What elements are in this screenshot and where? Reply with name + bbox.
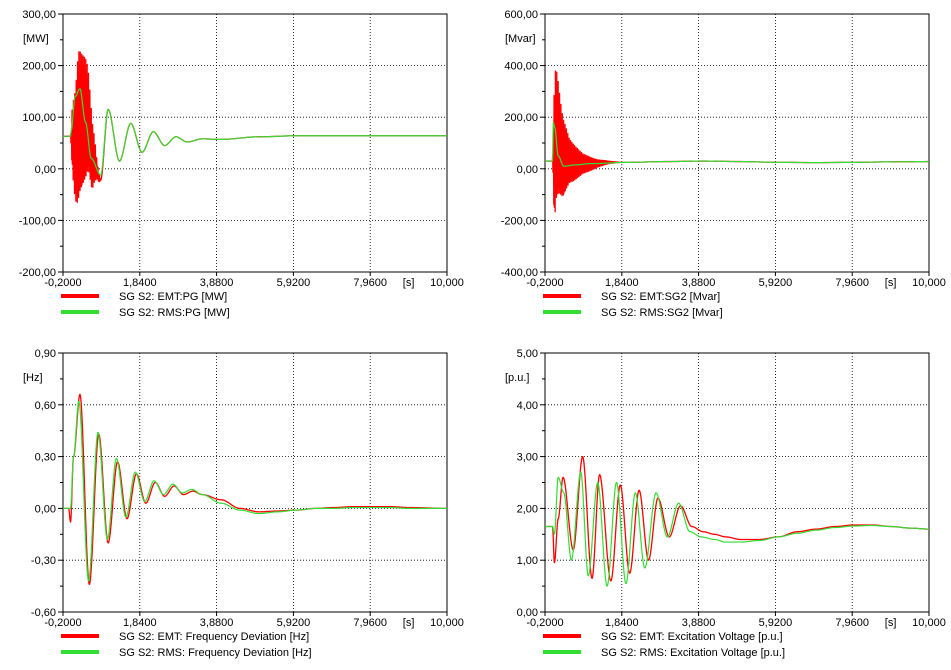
x-tick-label: 3,8800 [682, 277, 716, 289]
y-tick-label: -100,00 [19, 215, 56, 227]
legend-item: SG S2: EMT: Excitation Voltage [p.u.] [543, 631, 783, 643]
x-tick-label: 3,8800 [200, 617, 234, 629]
x-tick-label: 10,000 [430, 277, 464, 289]
x-tick-label: 1,8400 [605, 617, 639, 629]
legend-item: SG S2: RMS:PG [MW] [61, 307, 230, 319]
legend-item: SG S2: EMT:PG [MW] [61, 291, 227, 303]
legend-item: SG S2: EMT:SG2 [Mvar] [543, 291, 720, 303]
legend-item: SG S2: RMS: Excitation Voltage [p.u.] [543, 647, 785, 659]
y-unit-label: [p.u.] [505, 372, 529, 384]
y-unit-label: [Mvar] [505, 33, 536, 45]
x-tick-label: 3,8800 [682, 617, 716, 629]
x-unit-label: [s] [885, 617, 897, 629]
plot-frame [62, 352, 448, 613]
y-tick-label: 0,00 [517, 164, 538, 176]
y-tick-label: 600,00 [504, 9, 538, 21]
plot-frame [62, 13, 448, 273]
x-tick-label: 7,9600 [835, 277, 869, 289]
legend-label: SG S2: EMT:SG2 [Mvar] [601, 291, 720, 303]
y-tick-label: -400,00 [501, 267, 538, 279]
y-tick-label: 5,00 [517, 348, 538, 360]
y-tick-label: 0,00 [517, 607, 538, 619]
x-tick-label: 1,8400 [123, 617, 157, 629]
legend-label: SG S2: EMT: Frequency Deviation [Hz] [119, 631, 309, 643]
y-tick-label: 1,00 [517, 555, 538, 567]
y-tick-label: -0,60 [31, 607, 56, 619]
plot-frame [544, 352, 930, 613]
x-tick-label: -0,2000 [526, 617, 563, 629]
series-line-rms [63, 88, 447, 176]
x-tick-label: 5,9200 [759, 277, 793, 289]
x-tick-label: 10,000 [912, 277, 946, 289]
legend-item: SG S2: RMS: Frequency Deviation [Hz] [61, 647, 312, 659]
y-tick-label: 200,00 [504, 112, 538, 124]
x-unit-label: [s] [885, 277, 897, 289]
x-unit-label: [s] [403, 617, 415, 629]
plot-frame [544, 13, 930, 273]
legend-label: SG S2: EMT: Excitation Voltage [p.u.] [601, 631, 783, 643]
y-tick-label: 0,90 [35, 348, 56, 360]
y-unit-label: [Hz] [23, 372, 43, 384]
chart-4: 5,00 4,00 3,00 2,00 1,00 0,00 [p.u.] -0,2000 1,8… [505, 348, 946, 659]
y-tick-label: 300,00 [22, 9, 56, 21]
x-tick-label: 5,9200 [759, 617, 793, 629]
x-tick-label: 7,9600 [353, 617, 387, 629]
y-tick-label: 3,00 [517, 452, 538, 464]
series-line-rms [545, 122, 929, 167]
x-tick-label: 10,000 [912, 617, 946, 629]
legend-label: SG S2: EMT:PG [MW] [119, 291, 227, 303]
y-tick-label: -200,00 [501, 215, 538, 227]
series-line-rms [63, 400, 447, 582]
y-tick-label: 100,00 [22, 112, 56, 124]
y-tick-label: 400,00 [504, 61, 538, 73]
legend-label: SG S2: RMS:SG2 [Mvar] [601, 307, 723, 319]
chart-3: 0,90 0,60 0,30 0,00 -0,30 -0,60 [Hz] -0,2000 1,8… [23, 348, 464, 659]
series-line-rms [545, 471, 929, 587]
y-tick-label: 0,30 [35, 452, 56, 464]
x-tick-label: -0,2000 [44, 277, 81, 289]
legend-label: SG S2: RMS: Frequency Deviation [Hz] [119, 647, 312, 659]
legend-item: SG S2: RMS:SG2 [Mvar] [543, 307, 723, 319]
legend-label: SG S2: RMS: Excitation Voltage [p.u.] [601, 647, 785, 659]
x-tick-label: 1,8400 [605, 277, 639, 289]
y-unit-label: [MW] [23, 33, 49, 45]
chart-2: 600,00 400,00 200,00 0,00 -200,00 -400,00 [Mva… [501, 9, 946, 319]
y-tick-label: 0,00 [35, 503, 56, 515]
x-tick-label: 10,000 [430, 617, 464, 629]
y-tick-label: -200,00 [19, 267, 56, 279]
y-tick-label: 4,00 [517, 400, 538, 412]
x-tick-label: 7,9600 [353, 277, 387, 289]
y-tick-label: 0,60 [35, 400, 56, 412]
x-tick-label: 1,8400 [123, 277, 157, 289]
x-tick-label: 3,8800 [200, 277, 234, 289]
y-tick-label: 200,00 [22, 61, 56, 73]
x-tick-label: 7,9600 [835, 617, 869, 629]
y-tick-label: 2,00 [517, 503, 538, 515]
x-tick-label: 5,9200 [277, 617, 311, 629]
series-line-emt [63, 393, 447, 586]
chart-1: 300,00 200,00 100,00 0,00 -100,00 -200,00 [MW]… [19, 9, 464, 319]
x-tick-label: -0,2000 [44, 617, 81, 629]
legend-item: SG S2: EMT: Frequency Deviation [Hz] [61, 631, 309, 643]
x-tick-label: 5,9200 [277, 277, 311, 289]
legend-label: SG S2: RMS:PG [MW] [119, 307, 230, 319]
y-tick-label: 0,00 [35, 164, 56, 176]
x-tick-label: -0,2000 [526, 277, 563, 289]
y-tick-label: -0,30 [31, 555, 56, 567]
x-unit-label: [s] [403, 277, 415, 289]
